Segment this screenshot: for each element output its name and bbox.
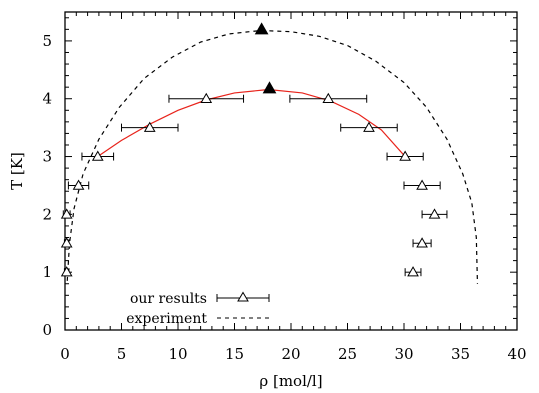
- y-tick-label: 3: [42, 148, 52, 166]
- open-triangle-point: [428, 208, 441, 219]
- x-tick-label: 10: [168, 345, 187, 363]
- y-tick-label: 0: [42, 321, 52, 339]
- open-triangle-point: [322, 92, 335, 103]
- x-tick-label: 20: [281, 345, 300, 363]
- open-triangle-point: [407, 266, 419, 277]
- legend-label-our-results: our results: [130, 291, 207, 307]
- y-tick-label: 1: [42, 263, 52, 281]
- tick-labels: 0 5 10 15 20 25 30 35 40 0 1 2 3 4 5: [42, 32, 526, 363]
- open-triangle-point: [416, 237, 428, 248]
- axis-ticks: [64, 12, 518, 331]
- open-triangle-point: [91, 150, 104, 161]
- y-tick-label: 5: [42, 32, 52, 50]
- x-tick-label: 15: [225, 345, 244, 363]
- open-triangle-point: [143, 121, 156, 132]
- y-axis-title: T [K]: [8, 152, 26, 190]
- series-layer: [66, 29, 479, 284]
- open-triangle-point: [363, 121, 375, 132]
- experiment-dashed-line: [66, 29, 479, 284]
- x-tick-label: 25: [338, 345, 357, 363]
- open-triangle-point: [399, 150, 411, 161]
- y-tick-label: 2: [42, 205, 52, 223]
- x-tick-label: 0: [60, 345, 70, 363]
- filled-triangle-point: [262, 81, 277, 94]
- legend-marker-open-triangle: [237, 291, 249, 302]
- fit-curve-line: [97, 88, 406, 158]
- data-points-layer: [60, 22, 448, 277]
- x-tick-label: 35: [451, 345, 470, 363]
- x-tick-label: 30: [394, 345, 413, 363]
- x-tick-label: 5: [117, 345, 127, 363]
- open-triangle-point: [60, 208, 73, 219]
- y-tick-label: 4: [42, 90, 52, 108]
- x-tick-label: 40: [507, 345, 526, 363]
- open-triangle-point: [60, 237, 73, 248]
- open-triangle-point: [60, 266, 73, 277]
- open-triangle-point: [416, 179, 428, 190]
- plot-frame: [64, 11, 518, 331]
- x-axis-title: ρ [mol/l]: [259, 372, 322, 390]
- open-triangle-point: [200, 92, 213, 103]
- legend: our results experiment: [126, 291, 270, 327]
- open-triangle-point: [72, 179, 85, 190]
- legend-label-experiment: experiment: [126, 311, 207, 327]
- filled-triangle-point: [254, 22, 269, 35]
